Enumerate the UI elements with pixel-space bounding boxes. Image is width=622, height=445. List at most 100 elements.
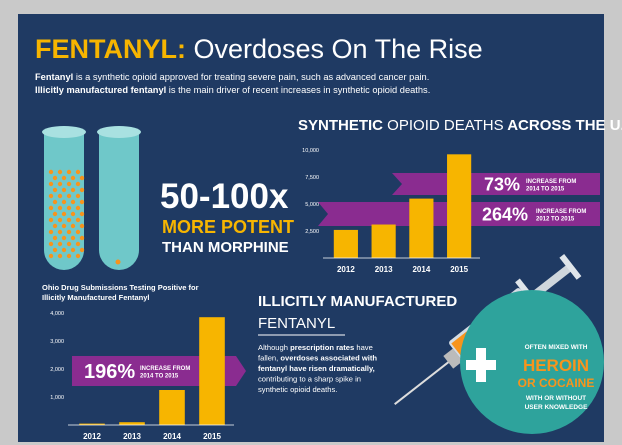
dot [76,230,80,234]
dot [62,200,66,204]
mix-text: OFTEN MIXED WITH [525,344,588,351]
dot [71,212,75,216]
dot [80,176,84,180]
dot [80,188,84,192]
x-tick-label: 2013 [375,265,393,274]
body-line: synthetic opioid deaths. [258,385,337,394]
potency-line: MORE POTENT [162,217,294,237]
section-subtitle: FENTANYL [258,315,335,332]
title-rest: Overdoses On The Rise [186,34,483,64]
dot [53,212,57,216]
dot [67,194,71,198]
bar [409,199,433,258]
title: FENTANYL: Overdoses On The Rise [35,34,483,64]
y-tick-label: 2,000 [50,367,64,373]
dot [67,182,71,186]
dot [62,212,66,216]
dot [53,200,57,204]
title-part: ACROSS THE U.S. [504,117,622,134]
tube [99,132,139,270]
intro-line: Illicitly manufactured fentanyl is the m… [35,85,430,95]
body-line: fentanyl have risen dramatically, [258,364,375,373]
dot [53,188,57,192]
annotation-label: 2014 TO 2015 [140,374,179,380]
intro-text: is a synthetic opioid approved for treat… [73,72,429,82]
title-part: SYNTHETIC [298,117,383,134]
dot [58,242,62,246]
dot [76,170,80,174]
dot [49,206,53,210]
dot [53,224,57,228]
dot [58,170,62,174]
y-tick-label: 2,500 [305,229,319,235]
bar [334,230,358,258]
dot [80,236,84,240]
infographic: FENTANYL: Overdoses On The Rise Fentanyl… [0,0,622,445]
x-tick-label: 2014 [412,265,430,274]
dot [49,194,53,198]
dot [49,254,53,258]
mix-drug: OR COCAINE [518,376,595,390]
x-tick-label: 2012 [83,432,101,441]
dot [80,200,84,204]
y-tick-label: 10,000 [302,148,319,154]
x-tick-label: 2014 [163,432,181,441]
body-line: contributing to a sharp spike in [258,375,361,384]
dot [62,188,66,192]
intro-bold: Illicitly manufactured fentanyl [35,85,166,95]
dot [80,224,84,228]
dot [58,254,62,258]
dot [76,206,80,210]
section-title: ILLICITLY MANUFACTURED [258,293,457,310]
dot [71,248,75,252]
y-tick-label: 5,000 [305,202,319,208]
mix-drug: HEROIN [523,356,589,375]
bar [199,317,225,425]
title-part: OPIOID DEATHS [383,117,504,134]
dot [67,242,71,246]
tube-rim [97,126,141,138]
body-bold: prescription rates [290,343,354,352]
dot [62,236,66,240]
body-text: contributing to a sharp spike in [258,375,361,384]
dot [62,248,66,252]
dot [76,194,80,198]
annotation-value: 196% [84,361,135,383]
body-text: fallen, [258,354,280,363]
mix-text: WITH OR WITHOUT [526,395,586,402]
dot [67,254,71,258]
dot [71,176,75,180]
bar [119,422,145,425]
chart-title: SYNTHETIC OPIOID DEATHS ACROSS THE U.S. [298,117,622,134]
dot [58,182,62,186]
dot [80,248,84,252]
bar [447,154,471,258]
dot [71,200,75,204]
intro-bold: Fentanyl [35,72,73,82]
body-line: Although prescription rates have [258,343,373,352]
dot [67,218,71,222]
x-tick-label: 2012 [337,265,355,274]
dot [62,224,66,228]
annotation-label: INCREASE FROM [526,179,576,185]
dot [67,206,71,210]
dot [49,182,53,186]
x-tick-label: 2013 [123,432,141,441]
dot [58,206,62,210]
title-highlight: FENTANYL: [35,34,186,64]
body-bold: overdoses associated with [280,354,377,363]
body-text: Although [258,343,290,352]
dot [49,242,53,246]
dot [49,218,53,222]
annotation-label: INCREASE FROM [140,366,190,372]
y-tick-label: 1,000 [50,395,64,401]
dot [80,212,84,216]
dot [71,224,75,228]
body-bold: have risen dramatically, [287,364,375,373]
body-bold: fentanyl [258,364,287,373]
dot [49,170,53,174]
dot [67,170,71,174]
potency-big: 50-100x [160,177,289,216]
x-tick-label: 2015 [203,432,221,441]
dot [76,242,80,246]
